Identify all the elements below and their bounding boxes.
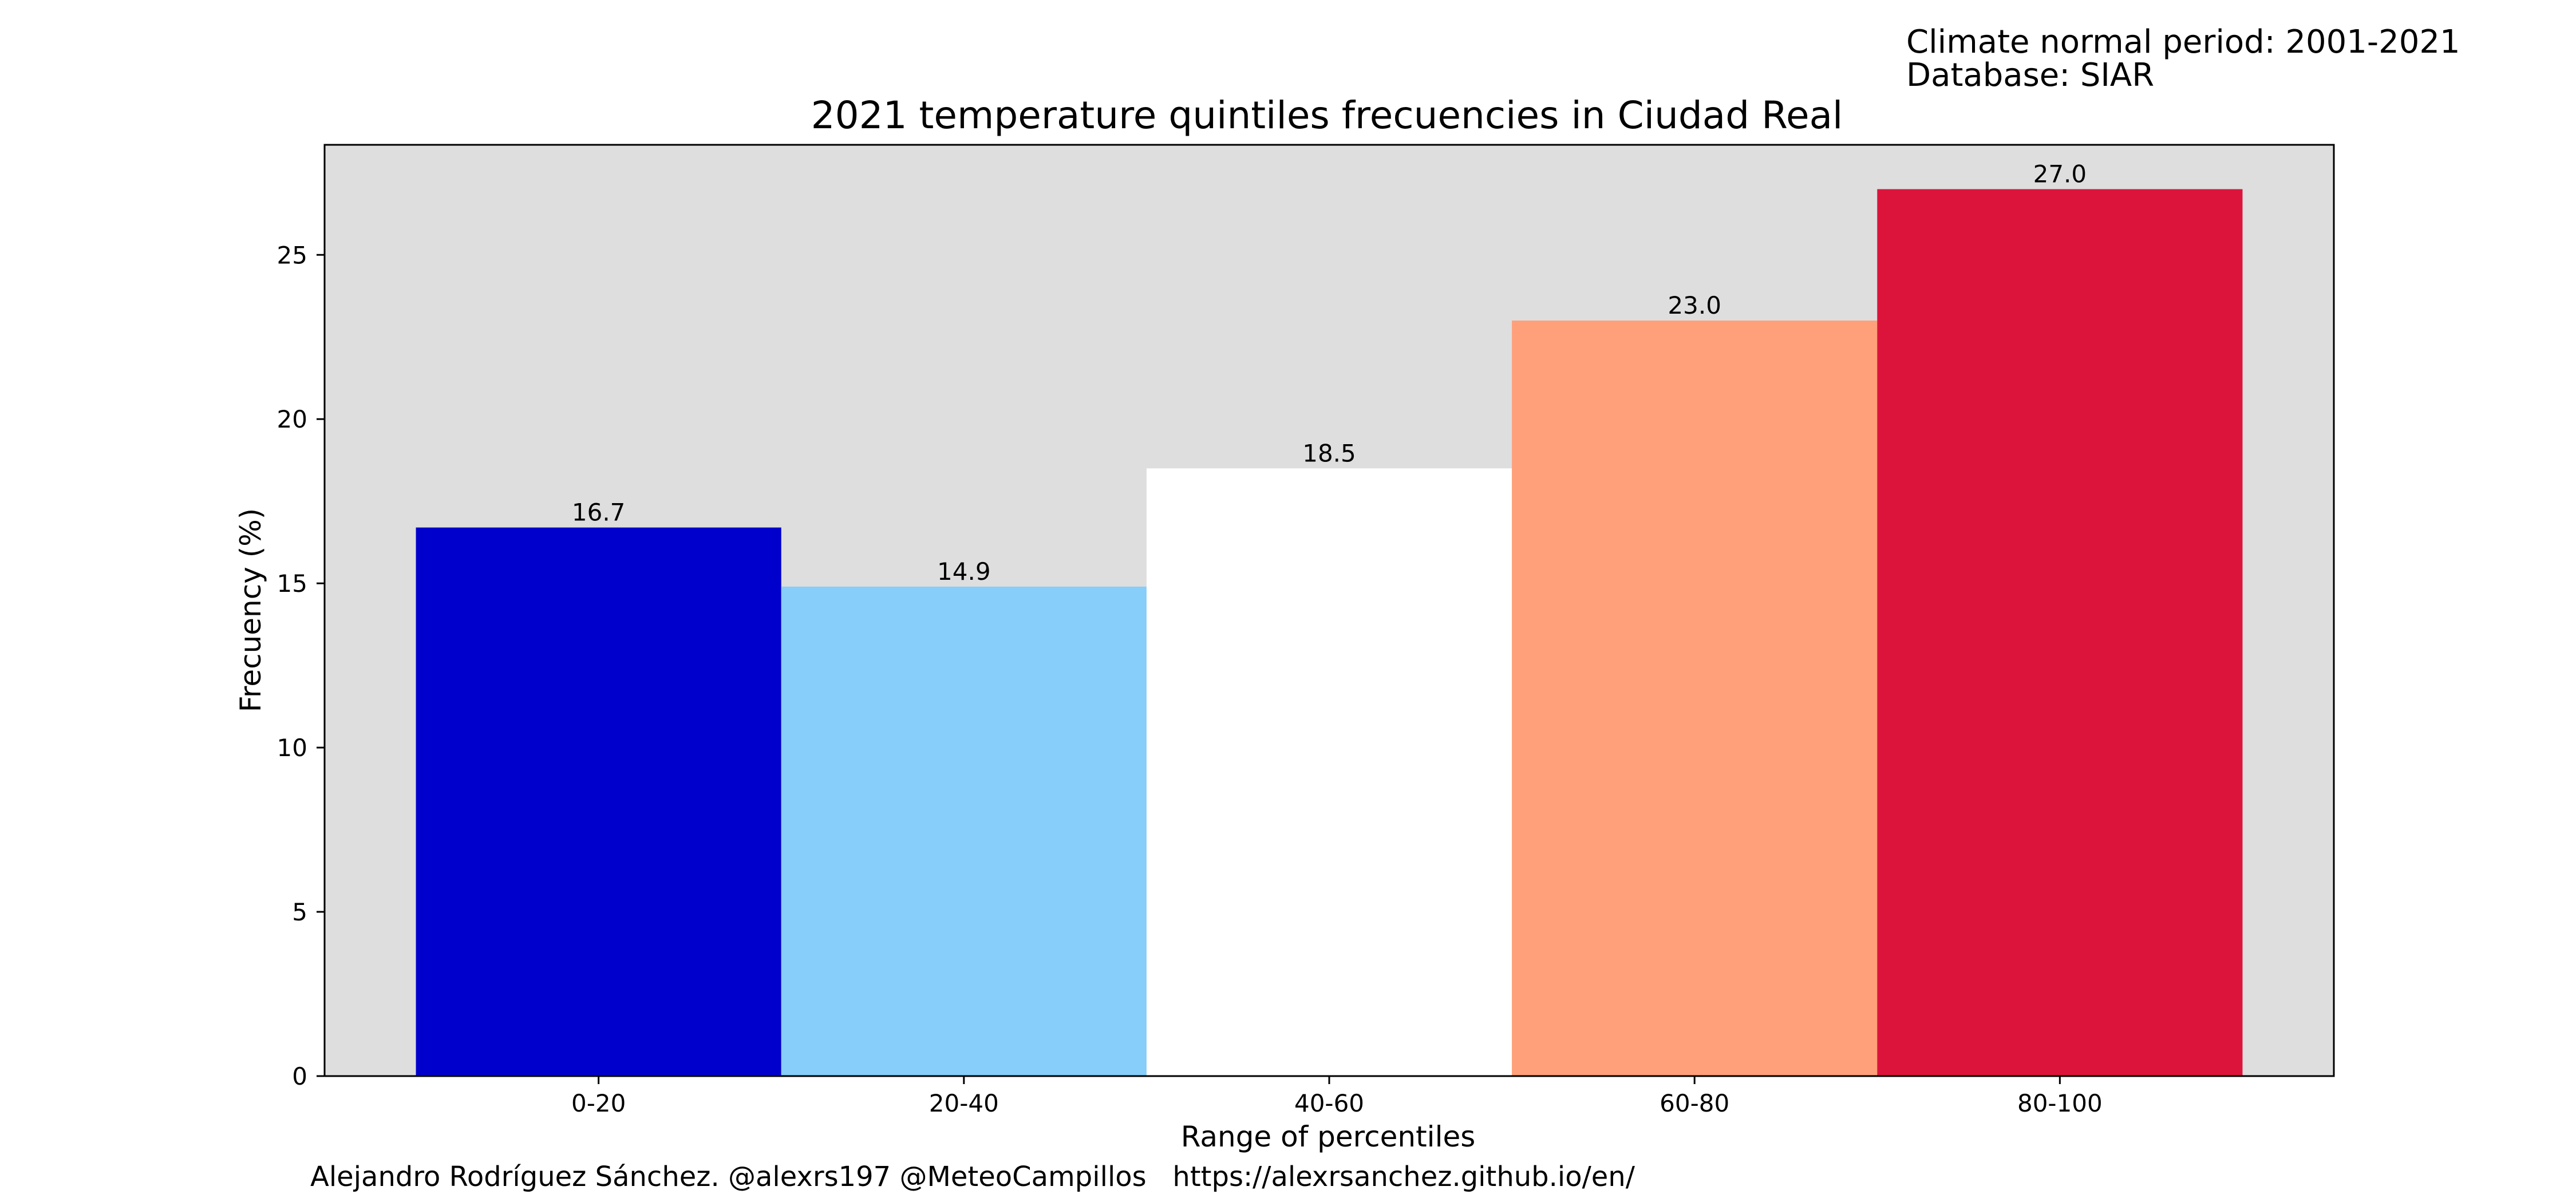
bar-value-label: 14.9 <box>937 557 991 586</box>
x-tick-label: 20-40 <box>929 1089 999 1117</box>
bar-value-label: 18.5 <box>1302 439 1356 467</box>
x-tick-label: 80-100 <box>2017 1089 2103 1117</box>
footer-credit: Alejandro Rodríguez Sánchez. @alexrs197 … <box>310 1161 1635 1193</box>
bar-80-100 <box>1877 189 2243 1076</box>
y-tick-label: 5 <box>292 898 307 926</box>
bar-value-label: 16.7 <box>572 499 626 527</box>
x-tick-label: 60-80 <box>1660 1089 1729 1117</box>
annotation-climate-period: Climate normal period: 2001-2021 <box>1906 23 2460 61</box>
bar-0-20 <box>416 527 781 1076</box>
bar-value-label: 27.0 <box>2033 160 2087 188</box>
bar-60-80 <box>1512 321 1878 1076</box>
y-tick-label: 20 <box>277 405 307 433</box>
y-tick-label: 25 <box>277 241 307 269</box>
x-tick-label: 0-20 <box>571 1089 626 1117</box>
y-tick-label: 15 <box>277 570 307 598</box>
bar-40-60 <box>1146 468 1512 1076</box>
bar-20-40 <box>781 586 1147 1076</box>
y-tick-label: 10 <box>277 734 307 762</box>
annotation-database: Database: SIAR <box>1906 57 2154 94</box>
x-tick-label: 40-60 <box>1294 1089 1364 1117</box>
chart-title: 2021 temperature quintiles frecuencies i… <box>811 93 1843 137</box>
bar-value-label: 23.0 <box>1668 291 1721 319</box>
y-tick-label: 0 <box>292 1062 307 1090</box>
y-axis-label: Frecuency (%) <box>234 508 267 712</box>
x-axis-label: Range of percentiles <box>1181 1120 1476 1153</box>
